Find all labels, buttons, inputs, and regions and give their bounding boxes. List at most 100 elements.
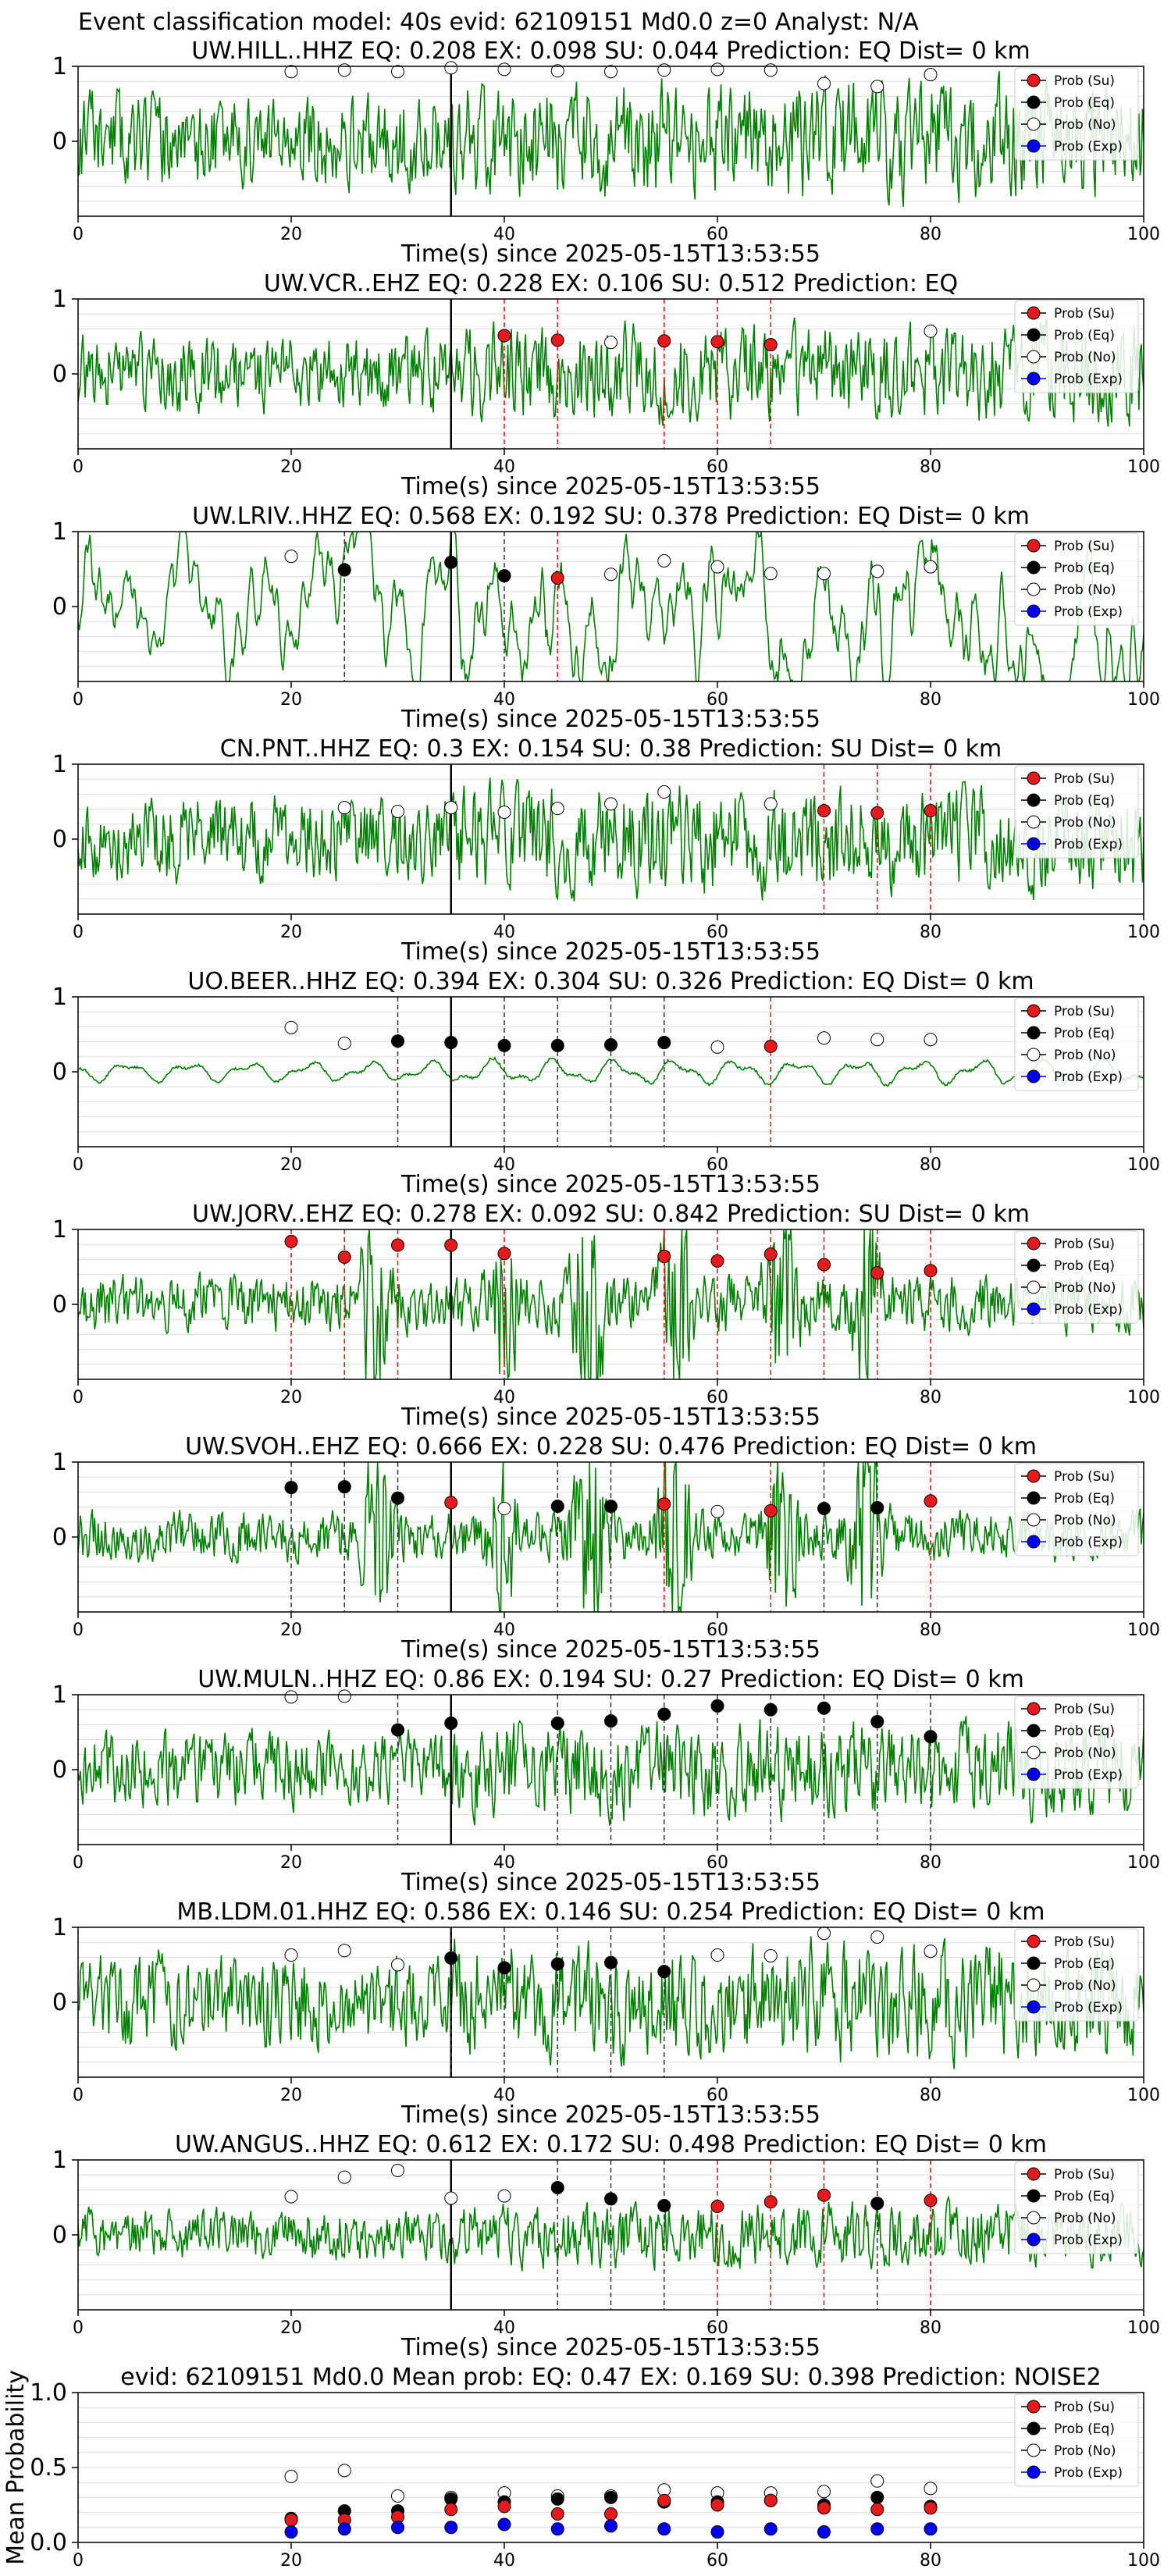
prob-point-no [657,553,671,568]
prob-point-su [817,804,831,818]
legend-marker-su [1027,1469,1041,1483]
prob-point-no [284,1020,298,1034]
x-axis-label: Time(s) since 2025-05-15T13:53:55 [400,2334,820,2361]
x-tick-label: 60 [707,457,728,477]
x-tick-label: 20 [280,1155,302,1175]
x-axis-label: Time(s) since 2025-05-15T13:53:55 [400,1636,820,1663]
legend-marker-exp [1027,2000,1041,2014]
x-tick-label: 100 [1127,225,1160,244]
legend-marker-eq [1027,1491,1041,1505]
mean-point-exp [497,2517,511,2532]
prob-point-eq [550,1038,564,1052]
legend-marker-no [1027,1280,1041,1294]
legend-box [1014,765,1139,859]
x-tick-label: 0 [73,2551,84,2571]
prob-point-eq [550,1957,564,1971]
y-tick-label: 0 [52,1524,67,1551]
legend-label-su: Prob (Su) [1054,1469,1115,1485]
legend-marker-exp [1027,1535,1041,1549]
x-tick-label: 0 [73,923,84,942]
legend-marker-su [1027,73,1041,87]
legend-label-exp: Prob (Exp) [1054,139,1123,155]
legend-marker-eq [1027,1724,1041,1738]
legend-marker-eq [1027,560,1041,575]
prob-point-eq [444,1716,458,1730]
mean-point-exp [817,2525,831,2539]
y-tick-label: 1 [52,2147,67,2174]
legend-label-eq: Prob (Eq) [1054,95,1115,111]
mean-point-exp [924,2522,938,2536]
x-tick-label: 80 [920,923,941,942]
waveform-panel: UW.SVOH..EHZ EQ: 0.666 EX: 0.228 SU: 0.4… [52,1433,1160,1663]
prob-point-su [657,1250,671,1264]
legend-label-su: Prob (Su) [1054,1004,1115,1019]
mean-point-exp [337,2522,351,2536]
legend-label-no: Prob (No) [1054,350,1116,365]
prob-point-su [763,1247,778,1261]
mean-point-su [817,2501,831,2515]
x-tick-label: 40 [493,457,515,477]
prob-point-eq [924,1730,938,1744]
legend-marker-no [1027,1745,1041,1759]
y-tick-label: 1 [52,751,67,778]
mean-point-su [604,2507,618,2521]
prob-point-eq [391,1723,404,1737]
legend-label-eq: Prob (Eq) [1054,1724,1115,1739]
legend-label-exp: Prob (Exp) [1054,2233,1123,2248]
prob-point-no [870,564,884,578]
x-tick-label: 80 [920,225,941,244]
mean-point-su [497,2500,511,2514]
waveform-panel: UO.BEER..HHZ EQ: 0.394 EX: 0.304 SU: 0.3… [52,968,1160,1198]
prob-point-su [550,333,564,347]
legend-label-no: Prob (No) [1054,1048,1116,1063]
waveform-panel: UW.JORV..EHZ EQ: 0.278 EX: 0.092 SU: 0.8… [52,1201,1160,1431]
mean-point-su [763,2493,778,2507]
x-tick-label: 40 [493,1388,515,1407]
x-axis-label: Time(s) since 2025-05-15T13:53:55 [400,240,820,268]
panel-title: MB.LDM.01.HHZ EQ: 0.586 EX: 0.146 SU: 0.… [177,1898,1045,1926]
prob-point-no [924,1944,938,1959]
prob-point-no [763,1948,778,1962]
waveform-trace [78,70,1144,208]
x-tick-label: 100 [1127,1853,1160,1873]
x-tick-label: 20 [280,690,302,710]
mean-point-no [284,2470,298,2484]
legend-box [1014,1695,1139,1789]
prob-point-eq [604,1500,618,1514]
x-tick-label: 80 [920,1155,941,1175]
x-tick-label: 60 [707,1853,728,1873]
prob-point-su [710,1254,724,1268]
mean-point-no [337,2464,351,2478]
legend-marker-eq [1027,1026,1041,1040]
panel-title: UO.BEER..HHZ EQ: 0.394 EX: 0.304 SU: 0.3… [187,968,1034,995]
legend-marker-exp [1027,372,1041,386]
x-tick-label: 60 [707,1155,728,1175]
x-axis-label: Time(s) since 2025-05-15T13:53:55 [400,473,820,500]
legend-label-no: Prob (No) [1054,2211,1116,2226]
x-tick-label: 20 [280,2318,302,2338]
legend-marker-su [1027,539,1041,553]
legend-label-eq: Prob (Eq) [1054,2421,1115,2437]
x-tick-label: 20 [280,1388,302,1407]
x-tick-label: 100 [1127,1621,1160,1640]
legend-label-exp: Prob (Exp) [1054,604,1123,620]
panel-title: UW.LRIV..HHZ EQ: 0.568 EX: 0.192 SU: 0.3… [192,503,1030,530]
legend-label-no: Prob (No) [1054,1280,1116,1296]
legend-label-su: Prob (Su) [1054,771,1115,787]
waveform-panel: UW.LRIV..HHZ EQ: 0.568 EX: 0.192 SU: 0.3… [52,503,1160,733]
x-tick-label: 40 [493,1621,515,1640]
mean-point-eq [550,2492,564,2506]
waveform-trace [78,317,1144,427]
axes-frame [77,2392,1144,2543]
legend-marker-no [1027,2443,1041,2457]
prob-point-eq [444,1036,458,1050]
panel-title: evid: 62109151 Md0.0 Mean prob: EQ: 0.47… [120,2364,1102,2391]
prob-point-no [391,2163,404,2177]
y-tick-label: 0 [52,361,67,388]
prob-point-no [497,62,511,76]
prob-point-eq [657,2199,671,2213]
prob-point-su [657,1497,671,1511]
prob-point-eq [337,1480,351,1494]
panel-title: UW.VCR..EHZ EQ: 0.228 EX: 0.106 SU: 0.51… [264,270,958,297]
prob-point-eq [870,2197,884,2211]
